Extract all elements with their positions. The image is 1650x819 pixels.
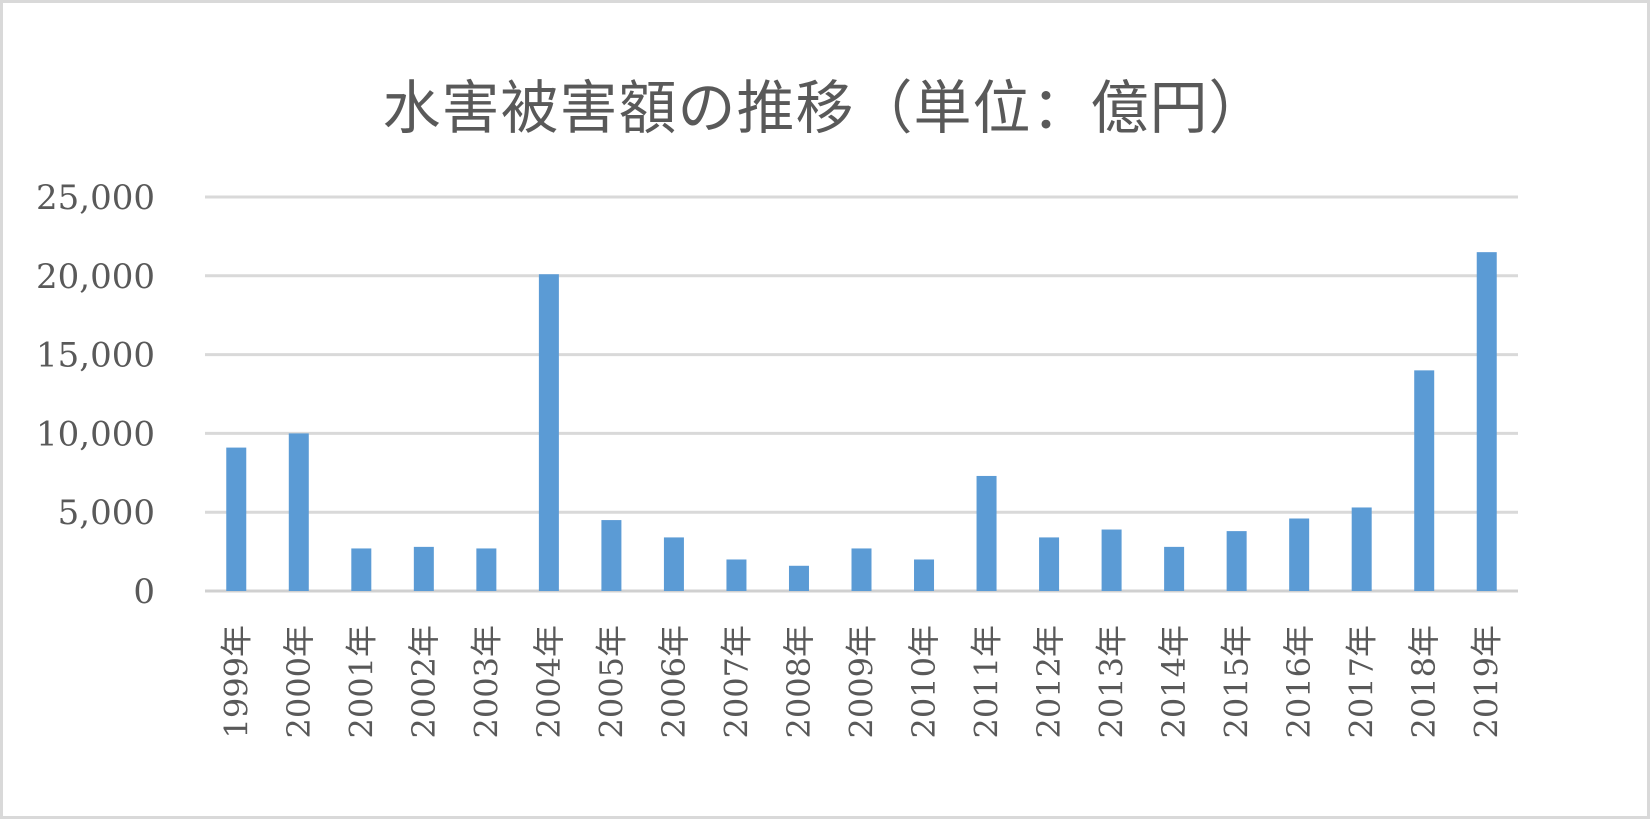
bar <box>1164 546 1185 591</box>
chart-title: 水害被害額の推移（単位：億円） <box>382 74 1268 142</box>
x-tick-label: 2005年 <box>592 625 630 738</box>
bar <box>413 546 434 591</box>
y-tick-label: 5,000 <box>58 493 155 533</box>
bar <box>1226 531 1247 591</box>
x-tick-label: 2010年 <box>905 625 943 738</box>
x-tick-label: 2007年 <box>717 625 755 738</box>
y-tick-label: 25,000 <box>36 178 155 218</box>
bar <box>663 537 684 591</box>
bar <box>601 520 622 591</box>
bar <box>976 475 997 591</box>
bar <box>851 548 872 591</box>
x-tick-label: 2018年 <box>1405 625 1443 738</box>
y-tick-label: 20,000 <box>36 257 155 297</box>
bar <box>1289 518 1310 591</box>
x-tick-label: 2003年 <box>467 625 505 738</box>
x-tick-label: 2008年 <box>780 625 818 738</box>
y-axis-ticks: 0 5,000 10,000 15,000 20,000 25,000 <box>36 178 155 612</box>
x-tick-label: 2001年 <box>342 625 380 738</box>
bar <box>226 447 247 591</box>
bar <box>726 559 747 591</box>
x-tick-label: 2016年 <box>1280 625 1318 738</box>
x-tick-label: 2014年 <box>1155 625 1193 738</box>
y-tick-label: 10,000 <box>36 414 155 454</box>
bar <box>1414 370 1435 591</box>
bar <box>351 548 372 591</box>
y-tick-label: 15,000 <box>36 336 155 376</box>
x-tick-label: 2006年 <box>655 625 693 738</box>
x-tick-label: 2012年 <box>1030 625 1068 738</box>
x-tick-label: 2017年 <box>1343 625 1381 738</box>
bar <box>476 548 497 591</box>
bar <box>788 565 809 591</box>
gridlines <box>205 195 1518 593</box>
bar <box>1101 529 1122 591</box>
bar <box>538 274 559 591</box>
x-tick-label: 2002年 <box>405 625 443 738</box>
bar <box>914 559 935 591</box>
y-tick-label: 0 <box>133 572 155 612</box>
x-tick-label: 2011年 <box>968 625 1006 738</box>
x-tick-label: 2015年 <box>1218 625 1256 738</box>
x-tick-label: 2000年 <box>280 625 318 738</box>
x-tick-label: 1999年 <box>217 625 255 738</box>
bar <box>288 433 309 591</box>
x-tick-label: 2019年 <box>1468 625 1506 738</box>
x-tick-label: 2004年 <box>530 625 568 738</box>
bars <box>226 252 1497 591</box>
x-axis-ticks: 1999年 2000年 2001年 2002年 2003年 2004年 2005年 2006年… <box>217 625 1505 738</box>
bar <box>1039 537 1060 591</box>
x-tick-label: 2013年 <box>1093 625 1131 738</box>
bar <box>1351 507 1372 591</box>
bar <box>1476 252 1497 591</box>
x-tick-label: 2009年 <box>843 625 881 738</box>
